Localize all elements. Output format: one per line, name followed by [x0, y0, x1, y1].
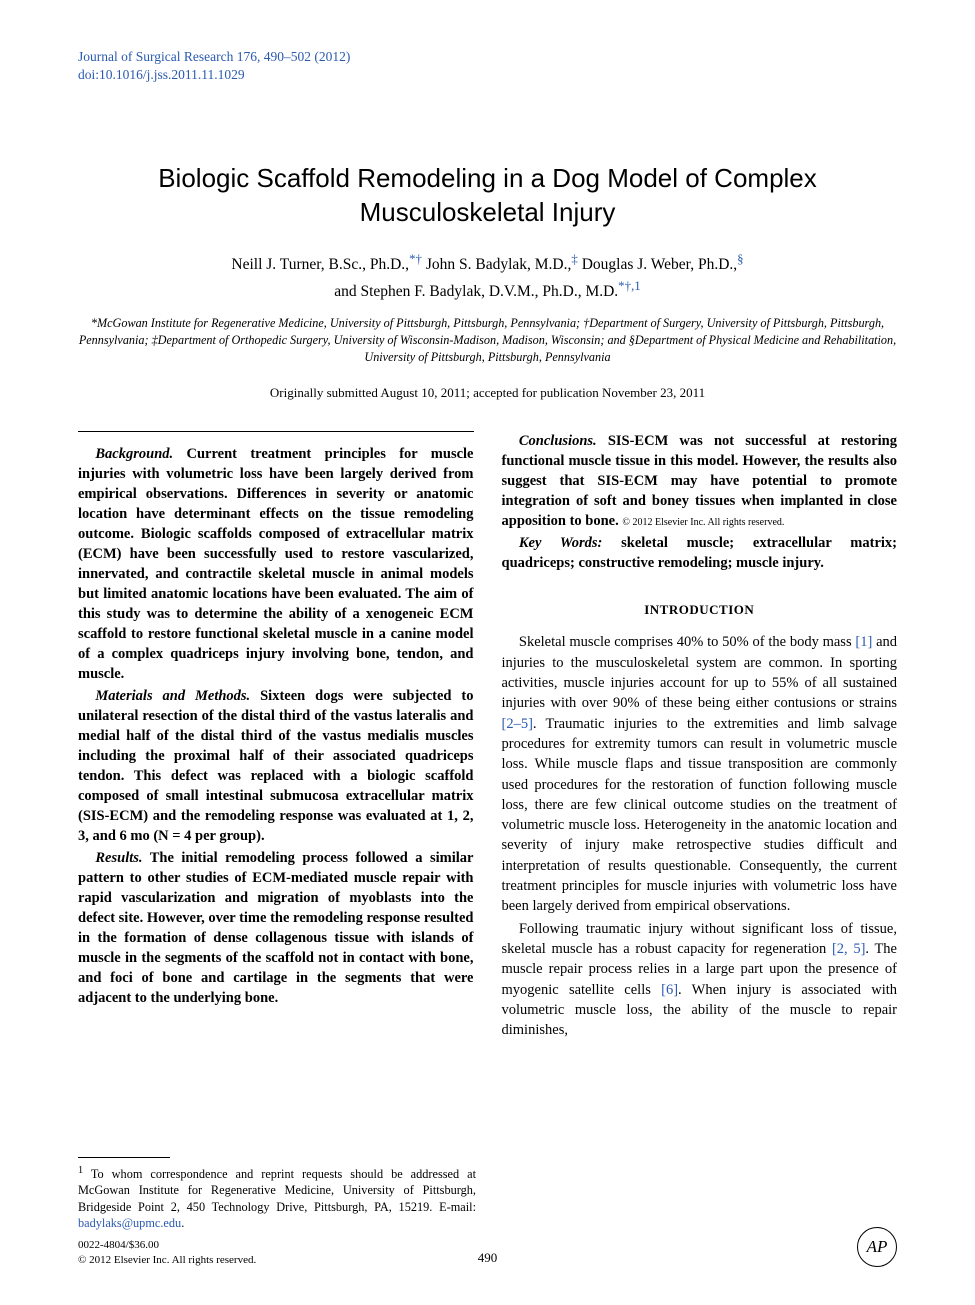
footnote-text-a: To whom correspondence and reprint reque…: [78, 1167, 476, 1214]
abstract-rule: [78, 431, 474, 432]
journal-header: Journal of Surgical Research 176, 490–50…: [78, 48, 897, 84]
abstract-methods: Materials and Methods. Sixteen dogs were…: [78, 686, 474, 846]
results-label: Results.: [95, 850, 142, 866]
citation-2-5[interactable]: [2–5]: [502, 716, 533, 732]
inline-copyright: © 2012 Elsevier Inc. All rights reserved…: [622, 517, 784, 528]
submission-dates: Originally submitted August 10, 2011; ac…: [78, 385, 897, 401]
author-3-affil-link[interactable]: §: [737, 256, 743, 273]
page-number: 490: [78, 1250, 897, 1267]
introduction-heading: INTRODUCTION: [502, 601, 898, 619]
abstract-results: Results. The initial remodeling process …: [78, 848, 474, 1008]
citation-6[interactable]: [6]: [661, 982, 678, 998]
intro-paragraph-2: Following traumatic injury without signi…: [502, 919, 898, 1041]
intro-p1-a: Skeletal muscle comprises 40% to 50% of …: [519, 634, 855, 650]
corresponding-author-footnote: 1 To whom correspondence and reprint req…: [78, 1157, 476, 1232]
author-1-affil-link[interactable]: *†: [409, 256, 422, 273]
author-3: Douglas J. Weber, Ph.D.,: [582, 256, 737, 273]
affiliations: *McGowan Institute for Regenerative Medi…: [78, 315, 897, 366]
methods-label: Materials and Methods.: [95, 688, 250, 704]
title-line-1: Biologic Scaffold Remodeling in a Dog Mo…: [158, 163, 817, 193]
author-2: John S. Badylak, M.D.,: [426, 256, 572, 273]
author-and: and: [334, 283, 360, 300]
conclusions-label: Conclusions.: [519, 433, 597, 449]
intro-p1-c: . Traumatic injuries to the extremities …: [502, 716, 898, 915]
author-4: Stephen F. Badylak, D.V.M., Ph.D., M.D.: [360, 283, 618, 300]
methods-text: Sixteen dogs were subjected to unilatera…: [78, 688, 474, 844]
results-text: The initial remodeling process followed …: [78, 850, 474, 1006]
journal-citation: Journal of Surgical Research 176, 490–50…: [78, 49, 350, 64]
author-1: Neill J. Turner, B.Sc., Ph.D.,: [231, 256, 409, 273]
background-text: Current treatment principles for muscle …: [78, 446, 474, 682]
author-4-affil-link[interactable]: *†,1: [618, 283, 641, 300]
abstract-conclusions: Conclusions. SIS-ECM was not successful …: [502, 431, 898, 531]
doi-link[interactable]: doi:10.1016/j.jss.2011.11.1029: [78, 67, 245, 82]
keywords-label: Key Words:: [519, 535, 602, 551]
right-column: Conclusions. SIS-ECM was not successful …: [502, 431, 898, 1043]
footnote-rule: [78, 1157, 170, 1158]
left-column: Background. Current treatment principles…: [78, 431, 474, 1043]
intro-paragraph-1: Skeletal muscle comprises 40% to 50% of …: [502, 632, 898, 916]
page-footer: 0022-4804/$36.00 © 2012 Elsevier Inc. Al…: [78, 1227, 897, 1267]
author-list: Neill J. Turner, B.Sc., Ph.D.,*† John S.…: [78, 250, 897, 303]
abstract-background: Background. Current treatment principles…: [78, 444, 474, 684]
author-2-affil-link[interactable]: ‡: [571, 256, 577, 273]
background-label: Background.: [95, 446, 173, 462]
article-title: Biologic Scaffold Remodeling in a Dog Mo…: [78, 162, 897, 230]
citation-1[interactable]: [1]: [855, 634, 872, 650]
keywords: Key Words: skeletal muscle; extracellula…: [502, 533, 898, 573]
citation-2-5b[interactable]: [2, 5]: [832, 941, 865, 957]
title-line-2: Musculoskeletal Injury: [360, 197, 616, 227]
content-columns: Background. Current treatment principles…: [78, 431, 897, 1043]
